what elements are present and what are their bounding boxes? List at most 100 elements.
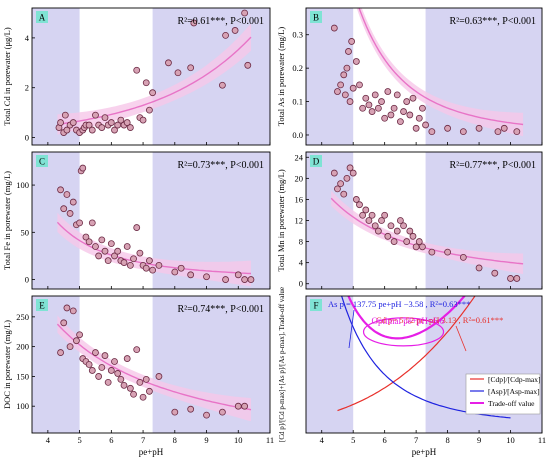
data-point bbox=[98, 124, 106, 131]
x-tick-label: 11 bbox=[538, 435, 546, 445]
x-axis-label: pe+pH bbox=[139, 447, 164, 457]
data-point bbox=[374, 227, 382, 235]
data-point bbox=[95, 252, 103, 260]
data-point bbox=[340, 71, 348, 79]
plot-area bbox=[32, 8, 270, 145]
data-point bbox=[387, 111, 395, 119]
x-tick-label: 5 bbox=[351, 435, 355, 445]
data-point bbox=[114, 247, 122, 255]
panel-F: As p = 137.75 pe+pH −3.58 , R²=0.63*** Cd… bbox=[278, 287, 546, 457]
data-point bbox=[409, 232, 417, 240]
data-point bbox=[60, 319, 68, 327]
data-point bbox=[203, 411, 210, 419]
panel-tag bbox=[310, 11, 322, 23]
data-point bbox=[444, 124, 452, 132]
confidence-band bbox=[57, 315, 252, 422]
data-point bbox=[387, 222, 395, 230]
series-line-cd bbox=[337, 296, 476, 412]
data-point bbox=[330, 24, 338, 32]
data-point bbox=[117, 375, 125, 383]
data-point bbox=[349, 84, 357, 92]
data-point bbox=[330, 169, 338, 177]
data-point bbox=[66, 210, 74, 217]
data-point bbox=[85, 238, 93, 246]
data-point bbox=[136, 249, 144, 257]
data-point bbox=[165, 59, 172, 67]
y-tick-label: 0.0 bbox=[292, 130, 303, 140]
data-point bbox=[155, 373, 163, 380]
data-point bbox=[104, 378, 112, 386]
x-tick-label: 10 bbox=[506, 435, 515, 445]
data-point bbox=[111, 358, 118, 365]
data-point bbox=[403, 238, 411, 245]
data-point bbox=[177, 264, 185, 272]
data-point bbox=[146, 106, 153, 114]
data-point bbox=[337, 180, 345, 188]
series-line-as bbox=[340, 296, 511, 419]
data-point bbox=[341, 91, 349, 99]
data-point bbox=[123, 243, 131, 250]
x-tick-label: 6 bbox=[383, 435, 387, 445]
data-point bbox=[76, 219, 83, 227]
data-point bbox=[63, 304, 71, 312]
fit-line bbox=[330, 197, 524, 265]
data-point bbox=[171, 268, 179, 276]
data-point bbox=[400, 108, 407, 115]
data-point bbox=[149, 89, 156, 97]
data-point bbox=[73, 337, 80, 345]
fit-line bbox=[56, 323, 252, 411]
data-point bbox=[491, 269, 499, 277]
data-point bbox=[384, 88, 392, 95]
plot-frame bbox=[31, 151, 271, 290]
legend-label: [Asp]/[Asp-max] bbox=[488, 387, 540, 396]
data-point bbox=[85, 361, 93, 368]
data-point bbox=[69, 307, 77, 315]
data-point bbox=[79, 164, 87, 172]
data-point bbox=[60, 205, 68, 213]
data-point bbox=[139, 116, 147, 124]
panel-A: 0 2 4A R²=0.61***, P<0.001 Total Cd in porew… bbox=[2, 7, 271, 146]
y-axis-label: Total Fe in porewater (mg/L) bbox=[2, 171, 12, 270]
data-point bbox=[459, 253, 467, 261]
data-point bbox=[384, 232, 392, 240]
data-point bbox=[130, 390, 137, 398]
data-point bbox=[101, 352, 109, 359]
data-point bbox=[422, 121, 429, 129]
data-point bbox=[507, 275, 514, 282]
data-point bbox=[120, 381, 128, 389]
confidence-band bbox=[57, 212, 252, 287]
y-tick-label: 24 bbox=[295, 152, 304, 162]
data-point bbox=[142, 375, 150, 383]
legend-label: Trade-off value bbox=[488, 399, 535, 408]
data-point bbox=[334, 185, 341, 193]
y-tick-label: 2 bbox=[25, 83, 29, 93]
y-tick-label: 0 bbox=[299, 279, 303, 289]
data-point bbox=[356, 201, 363, 209]
data-point bbox=[241, 402, 249, 410]
data-point bbox=[500, 124, 508, 132]
panel-tag bbox=[36, 299, 48, 311]
data-point bbox=[92, 111, 99, 119]
data-point bbox=[133, 346, 141, 354]
data-point bbox=[349, 169, 357, 177]
data-point bbox=[139, 393, 147, 401]
data-point bbox=[66, 343, 74, 351]
data-point bbox=[381, 211, 389, 219]
panel-letter: A bbox=[39, 13, 46, 23]
data-point bbox=[241, 276, 249, 283]
panel-tag bbox=[36, 155, 48, 167]
panel-letter: F bbox=[313, 301, 318, 311]
optimal-ellipse bbox=[362, 317, 445, 347]
y-tick-label: 16 bbox=[295, 194, 304, 204]
data-point bbox=[359, 104, 367, 112]
y-axis-label: Total Mn in porewater (mg/L) bbox=[276, 169, 286, 271]
data-point bbox=[146, 387, 153, 395]
data-point bbox=[412, 124, 420, 132]
data-point bbox=[155, 261, 163, 269]
data-point bbox=[348, 38, 356, 45]
panel-E: 100 150 200 250 4 5 6 7 8 9 10 11 E R²=0.74***, P<0.0… bbox=[2, 295, 274, 457]
data-point bbox=[459, 128, 467, 136]
cd-arrow bbox=[455, 325, 467, 352]
data-point bbox=[352, 58, 360, 65]
data-point bbox=[241, 9, 249, 17]
